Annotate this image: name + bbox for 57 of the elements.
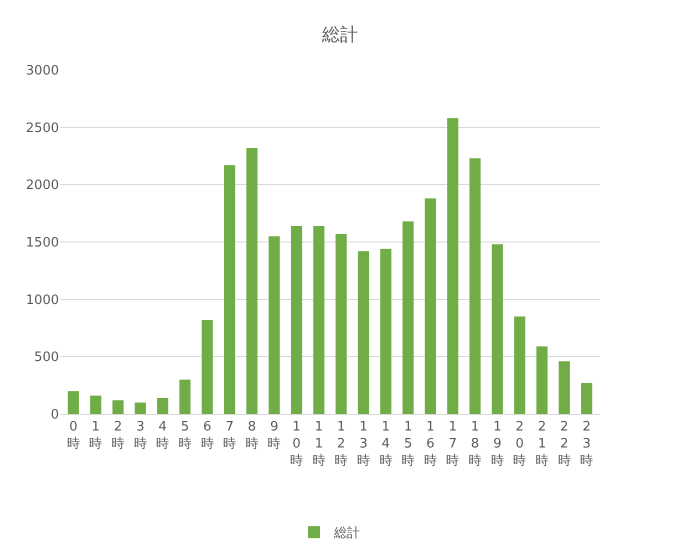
y-tick-label: 2000 — [26, 178, 59, 194]
x-tick-label: 2時 — [112, 420, 125, 452]
x-tick-label: 23時 — [580, 420, 594, 468]
x-tick-label: 13時 — [356, 420, 370, 468]
x-tick-label: 10時 — [290, 420, 304, 468]
x-tick-label: 16時 — [424, 420, 437, 468]
bar — [179, 380, 191, 414]
bar — [202, 320, 213, 414]
bar — [469, 158, 481, 414]
bar — [246, 148, 258, 414]
bar — [268, 236, 280, 414]
x-tick-label: 17時 — [446, 420, 460, 468]
bar — [447, 118, 458, 414]
bar — [380, 248, 392, 414]
bar — [157, 398, 168, 414]
bar — [424, 198, 436, 414]
x-tick-label: 9時 — [268, 420, 281, 452]
x-tick-label: 14時 — [379, 420, 392, 468]
bar — [358, 251, 370, 414]
x-tick-label: 4時 — [156, 420, 170, 452]
y-tick-label: 2500 — [26, 120, 59, 136]
x-tick-label: 5時 — [178, 420, 192, 452]
bar — [581, 383, 592, 414]
x-tick-label: 20時 — [513, 420, 526, 468]
y-tick-label: 3000 — [26, 64, 59, 79]
bar — [290, 226, 302, 414]
y-tick-label: 500 — [34, 350, 59, 366]
x-tick-label: 6時 — [200, 420, 214, 452]
x-tick-label: 8時 — [245, 420, 258, 452]
legend-label: 総計 — [333, 526, 360, 542]
bar — [68, 391, 79, 414]
x-tick-label: 0時 — [66, 420, 80, 452]
bar — [134, 402, 146, 414]
bar — [90, 396, 102, 414]
x-tick-label: 1時 — [89, 420, 102, 452]
bar — [558, 361, 570, 414]
x-tick-label: 12時 — [334, 420, 348, 468]
x-tick-label: 21時 — [535, 420, 548, 468]
bar — [112, 400, 124, 414]
chart-title: 総計 — [321, 24, 358, 46]
bar — [492, 244, 503, 414]
x-tick-label: 3時 — [134, 420, 147, 452]
x-tick-label: 18時 — [468, 420, 482, 468]
bar — [514, 316, 526, 414]
y-tick-label: 1000 — [26, 292, 59, 308]
bar — [336, 234, 347, 414]
x-tick-label: 22時 — [558, 420, 571, 468]
y-tick-label: 0 — [50, 408, 59, 423]
y-tick-label: 1500 — [26, 236, 59, 251]
bar — [313, 226, 324, 414]
bar — [402, 221, 414, 414]
x-tick-label: 11時 — [312, 420, 326, 468]
x-tick-label: 15時 — [402, 420, 415, 468]
x-tick-label: 19時 — [490, 420, 504, 468]
x-tick-label: 7時 — [223, 420, 236, 452]
bar — [536, 346, 548, 414]
bar — [224, 165, 236, 414]
